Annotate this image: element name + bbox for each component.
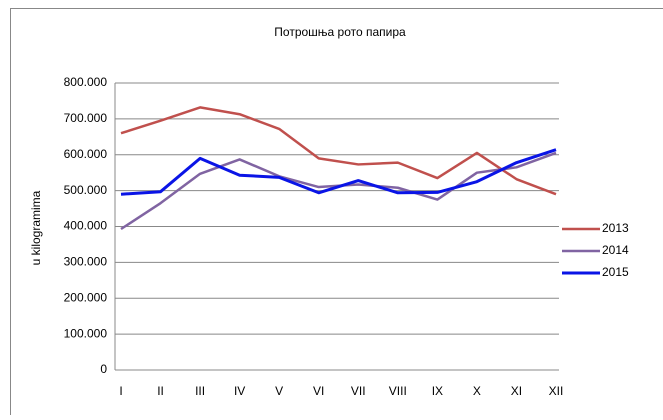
y-tick-label: 0 [100, 362, 107, 376]
y-tick-label: 600.000 [64, 147, 108, 161]
x-tick-label: XI [511, 384, 522, 398]
y-tick-label: 200.000 [64, 290, 108, 304]
legend-label: 2015 [602, 265, 629, 279]
x-tick-label: X [473, 384, 481, 398]
y-tick-label: 700.000 [64, 111, 108, 125]
x-tick-label: VII [351, 384, 366, 398]
x-tick-label: XII [549, 384, 564, 398]
y-tick-label: 300.000 [64, 255, 108, 269]
chart-title: Потрошња рото папира [274, 25, 406, 39]
legend-label: 2014 [602, 243, 629, 257]
x-tick-label: V [275, 384, 283, 398]
x-tick-label: IV [234, 384, 245, 398]
x-tick-label: VIII [389, 384, 407, 398]
x-tick-label: III [195, 384, 205, 398]
y-tick-label: 800.000 [64, 75, 108, 89]
x-tick-label: VI [313, 384, 324, 398]
x-tick-label: IX [432, 384, 443, 398]
y-axis-label: u kilogramima [29, 190, 43, 265]
x-tick-label: I [119, 384, 122, 398]
y-tick-label: 100.000 [64, 326, 108, 340]
legend-label: 2013 [602, 221, 629, 235]
chart-border [11, 9, 663, 416]
y-tick-label: 400.000 [64, 219, 108, 233]
y-tick-label: 500.000 [64, 183, 108, 197]
x-tick-label: II [157, 384, 164, 398]
